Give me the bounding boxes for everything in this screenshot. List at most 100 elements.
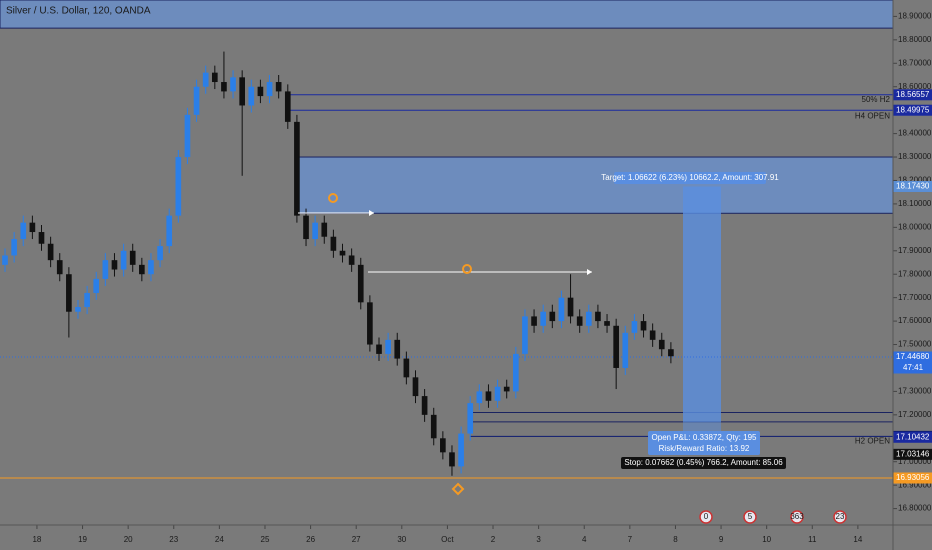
candle-body: [38, 232, 45, 244]
level-label-bg: [893, 448, 932, 460]
candle-body: [230, 77, 236, 92]
candle-body: [166, 215, 173, 247]
x-tick-label: 19: [78, 535, 87, 544]
candle-body: [303, 215, 309, 240]
candle-body: [56, 260, 63, 275]
y-tick-label: 18.80000: [898, 35, 932, 44]
candle-body: [66, 274, 72, 312]
zone: [296, 156, 894, 214]
y-tick-label: 18.10000: [898, 199, 932, 208]
candle-body: [29, 222, 36, 233]
stop-label-bg: [621, 457, 786, 469]
level-label: 16.93056: [896, 473, 930, 482]
candle-body: [403, 358, 410, 378]
candle-body: [567, 297, 574, 317]
level-label: 18.17430: [896, 182, 930, 191]
event-icon[interactable]: [790, 510, 804, 524]
candle-body: [211, 72, 218, 83]
arrow-head: [587, 269, 592, 275]
pnl-label: Open P&L: 0.33872, Qty: 195: [652, 433, 758, 442]
diamond: [451, 482, 465, 496]
candle-body: [540, 311, 547, 326]
candle-body: [312, 222, 318, 240]
x-tick-label: 14: [853, 535, 862, 544]
candle-body: [640, 321, 647, 331]
x-tick-label: Oct: [441, 535, 454, 544]
event-icon[interactable]: [833, 510, 847, 524]
x-tick-label: 8: [673, 535, 678, 544]
y-tick-label: 16.80000: [898, 504, 932, 513]
level-annotation: H2 OPEN: [855, 436, 890, 445]
x-tick-label: 18: [32, 535, 41, 544]
event-count: 23: [836, 512, 845, 521]
event-icon[interactable]: [743, 510, 757, 524]
y-tick-label: 17.70000: [898, 293, 932, 302]
arrow-head: [369, 210, 374, 216]
x-tick-label: 20: [124, 535, 133, 544]
y-tick-label: 17.80000: [898, 269, 932, 278]
candle-body: [266, 82, 273, 97]
candle-body: [604, 321, 610, 326]
candle-body: [239, 77, 246, 106]
y-tick-label: 17.00000: [898, 457, 932, 466]
candle-body: [649, 330, 656, 340]
x-tick-label: 11: [808, 535, 817, 544]
candle-body: [157, 246, 163, 261]
candle-body: [385, 339, 391, 354]
candle-body: [613, 325, 619, 368]
event-count: 0: [704, 512, 709, 521]
candle-body: [485, 391, 492, 401]
target-label: Target: 1.06622 (6.23%) 10662.2, Amount:…: [601, 173, 779, 182]
candle-body: [622, 332, 629, 368]
candle-body: [102, 260, 109, 279]
y-tick-label: 17.90000: [898, 246, 932, 255]
candle-body: [193, 86, 200, 115]
candle-body: [93, 278, 100, 293]
y-tick-label: 18.20000: [898, 176, 932, 185]
candle-body: [467, 403, 474, 434]
level-label: 17.03146: [896, 449, 930, 458]
y-tick-label: 18.60000: [898, 82, 932, 91]
x-tick-label: 10: [762, 535, 771, 544]
candle-body: [503, 386, 510, 392]
candle-body: [376, 344, 382, 354]
y-tick-label: 17.20000: [898, 410, 932, 419]
candle-body: [129, 250, 136, 265]
x-tick-label: 2: [491, 535, 496, 544]
candle-body: [668, 349, 674, 357]
y-tick-label: 17.60000: [898, 316, 932, 325]
level-label-bg: [893, 180, 932, 192]
x-tick-label: 9: [719, 535, 724, 544]
event-count: 363: [790, 512, 804, 521]
candle-body: [120, 250, 127, 270]
x-tick-label: 7: [628, 535, 633, 544]
candle-body: [531, 316, 537, 326]
level-label-bg: [893, 351, 932, 374]
candle-body: [449, 452, 455, 467]
candle-body: [658, 339, 665, 350]
event-icon[interactable]: [699, 510, 713, 524]
y-tick-label: 18.90000: [898, 12, 932, 21]
stop-label: Stop: 0.07662 (0.45%) 766.2, Amount: 85.…: [624, 458, 783, 467]
event-count: 5: [748, 512, 753, 521]
y-tick-label: 16.90000: [898, 480, 932, 489]
icon: [462, 264, 472, 274]
candle-body: [494, 386, 501, 401]
countdown-label: 47:41: [903, 363, 924, 372]
level-label: 17.44680: [896, 352, 930, 361]
candle-body: [11, 239, 17, 256]
candle-body: [476, 391, 483, 404]
x-tick-label: 24: [215, 535, 224, 544]
candle-body: [84, 292, 90, 308]
candle-body: [512, 353, 519, 392]
candle-body: [412, 377, 419, 397]
candle-body: [47, 243, 54, 261]
candle-body: [576, 316, 583, 326]
target-area: [683, 186, 721, 422]
candle-body: [339, 250, 346, 256]
candle-body: [321, 222, 328, 237]
icon: [328, 193, 338, 203]
level-label-bg: [893, 472, 932, 484]
candle-body: [111, 260, 118, 270]
